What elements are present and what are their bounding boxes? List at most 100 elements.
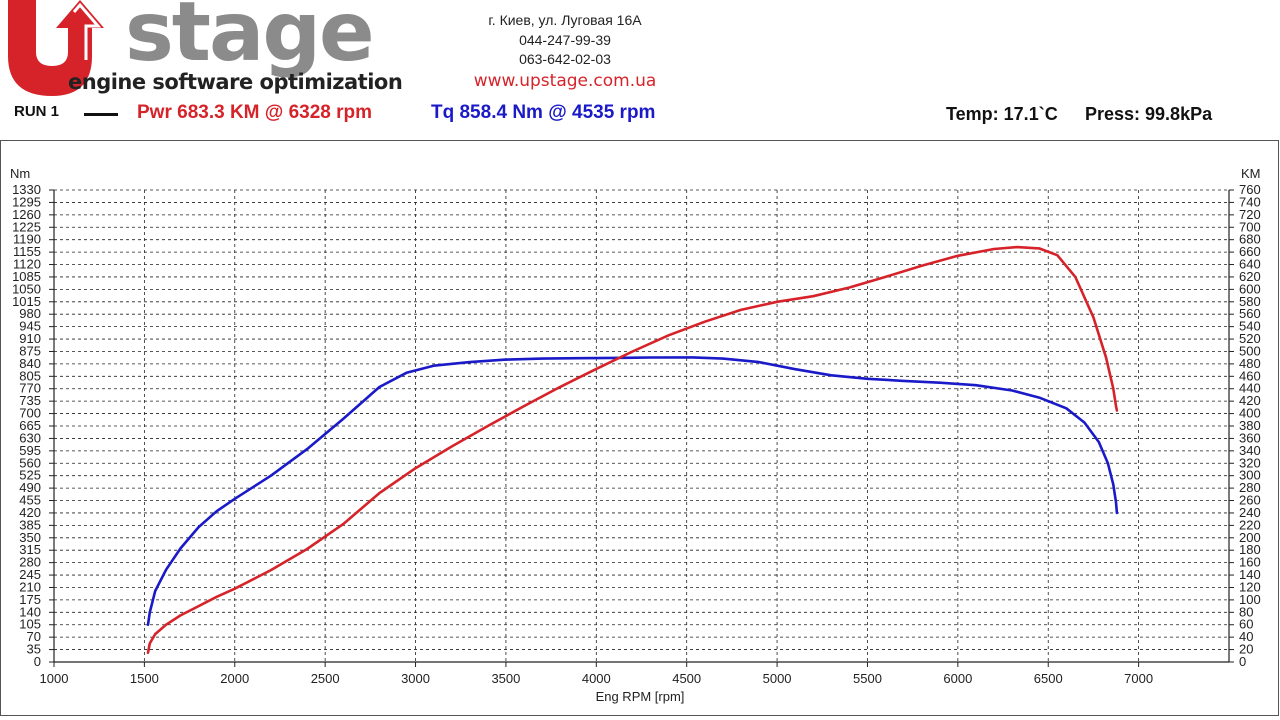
y-left-tick-label: 1050 bbox=[12, 281, 41, 296]
logo-wordmark: stage bbox=[125, 0, 375, 80]
run-label: RUN 1 bbox=[14, 103, 60, 120]
y-right-tick-label: 760 bbox=[1239, 182, 1261, 197]
x-tick-label: 1000 bbox=[40, 671, 69, 686]
y-right-tick-label: 640 bbox=[1239, 257, 1261, 272]
x-tick-label: 2500 bbox=[311, 671, 340, 686]
run-line-swatch bbox=[84, 113, 118, 116]
y-right-tick-label: 480 bbox=[1239, 356, 1261, 371]
y-left-tick-label: 595 bbox=[19, 443, 41, 458]
y-right-tick-label: 380 bbox=[1239, 418, 1261, 433]
y-left-tick-label: 455 bbox=[19, 493, 41, 508]
power-summary: Pwr 683.3 KM @ 6328 rpm bbox=[137, 102, 373, 123]
y-left-tick-label: 0 bbox=[34, 654, 41, 669]
x-tick-label: 5500 bbox=[853, 671, 882, 686]
y-left-tick-label: 385 bbox=[19, 517, 41, 532]
y-left-tick-label: 1155 bbox=[13, 244, 41, 259]
x-tick-label: 7000 bbox=[1124, 671, 1153, 686]
y-left-tick-label: 175 bbox=[19, 592, 41, 607]
y-left-tick-label: 525 bbox=[19, 468, 41, 483]
chart-frame bbox=[0, 140, 1279, 716]
torque-summary: Tq 858.4 Nm @ 4535 rpm bbox=[431, 102, 656, 123]
y-left-tick-label: 770 bbox=[19, 381, 41, 396]
y-left-tick-label: 665 bbox=[19, 418, 41, 433]
series-line-tq bbox=[146, 356, 1119, 627]
y-right-tick-label: 40 bbox=[1239, 629, 1253, 644]
y-left-tick-label: 875 bbox=[19, 343, 41, 358]
y-right-tick-label: 460 bbox=[1239, 368, 1261, 383]
y-right-tick-label: 360 bbox=[1239, 430, 1261, 445]
y-right-tick-label: 620 bbox=[1239, 269, 1261, 284]
series-line-pwr bbox=[146, 245, 1119, 655]
y-left-tick-label: 1260 bbox=[12, 207, 41, 222]
y-left-tick-label: 805 bbox=[19, 368, 41, 383]
x-tick-label: 2000 bbox=[220, 671, 249, 686]
y-left-tick-label: 980 bbox=[19, 306, 41, 321]
y-left-tick-label: 630 bbox=[19, 430, 41, 445]
y-left-tick-label: 280 bbox=[19, 555, 41, 570]
x-tick-label: 5000 bbox=[763, 671, 792, 686]
y-left-tick-label: 700 bbox=[19, 406, 41, 421]
website-link[interactable]: www.upstage.com.ua bbox=[473, 71, 657, 91]
logo-tagline: engine software optimization bbox=[68, 70, 403, 94]
y-right-tick-label: 580 bbox=[1239, 294, 1261, 309]
y-right-tick-label: 20 bbox=[1239, 642, 1253, 657]
y-right-tick-label: 320 bbox=[1239, 455, 1261, 470]
y-right-tick-label: 540 bbox=[1239, 319, 1261, 334]
y-left-tick-label: 210 bbox=[19, 579, 41, 594]
y-left-tick-label: 1015 bbox=[12, 294, 41, 309]
y-right-tick-label: 500 bbox=[1239, 343, 1261, 358]
y-right-tick-label: 740 bbox=[1239, 194, 1261, 209]
y-right-tick-label: 240 bbox=[1239, 505, 1261, 520]
temperature-readout: Temp: 17.1`C bbox=[946, 104, 1058, 124]
y-right-tick-label: 520 bbox=[1239, 331, 1261, 346]
x-tick-label: 4500 bbox=[672, 671, 701, 686]
x-axis-label: Eng RPM [rpm] bbox=[596, 689, 685, 704]
y-left-tick-label: 840 bbox=[19, 356, 41, 371]
y-left-tick-label: 1085 bbox=[12, 269, 41, 284]
y-left-tick-label: 315 bbox=[19, 542, 41, 557]
y-right-tick-label: 260 bbox=[1239, 493, 1261, 508]
y-right-tick-label: 340 bbox=[1239, 443, 1261, 458]
x-tick-label: 3500 bbox=[491, 671, 520, 686]
y-left-tick-label: 105 bbox=[19, 617, 41, 632]
y-right-tick-label: 80 bbox=[1239, 604, 1253, 619]
y-left-tick-label: 420 bbox=[19, 505, 41, 520]
pressure-readout: Press: 99.8kPa bbox=[1085, 104, 1213, 124]
upstage-logo-mark bbox=[8, 0, 104, 96]
y-left-tick-label: 1330 bbox=[12, 182, 41, 197]
y-right-tick-label: 120 bbox=[1239, 579, 1261, 594]
y-right-tick-label: 700 bbox=[1239, 219, 1261, 234]
dyno-chart: Nm KM Eng RPM [rpm] 03570105140175210245… bbox=[10, 166, 1261, 704]
y-right-tick-label: 560 bbox=[1239, 306, 1261, 321]
y-right-tick-label: 220 bbox=[1239, 517, 1261, 532]
address: г. Киев, ул. Луговая 16А bbox=[488, 12, 642, 28]
y-left-tick-label: 490 bbox=[19, 480, 41, 495]
phone-1: 044-247-99-39 bbox=[519, 32, 611, 48]
x-tick-label: 4000 bbox=[582, 671, 611, 686]
y-right-tick-label: 660 bbox=[1239, 244, 1261, 259]
y-right-tick-label: 140 bbox=[1239, 567, 1261, 582]
y-right-tick-label: 440 bbox=[1239, 381, 1261, 396]
y-left-tick-label: 140 bbox=[19, 604, 41, 619]
y-right-tick-label: 60 bbox=[1239, 617, 1253, 632]
y-left-tick-label: 910 bbox=[19, 331, 41, 346]
y-right-tick-label: 600 bbox=[1239, 281, 1261, 296]
y-left-tick-label: 35 bbox=[27, 642, 41, 657]
y-left-tick-label: 735 bbox=[19, 393, 41, 408]
y-right-tick-label: 400 bbox=[1239, 406, 1261, 421]
y-axis-left-label: Nm bbox=[10, 166, 30, 181]
x-tick-label: 6500 bbox=[1034, 671, 1063, 686]
x-tick-label: 1500 bbox=[130, 671, 159, 686]
y-left-tick-label: 350 bbox=[19, 530, 41, 545]
y-left-tick-label: 70 bbox=[27, 629, 41, 644]
y-axis-right-label: KM bbox=[1241, 166, 1261, 181]
y-left-tick-label: 1225 bbox=[12, 219, 41, 234]
y-right-tick-label: 420 bbox=[1239, 393, 1261, 408]
y-right-tick-label: 200 bbox=[1239, 530, 1261, 545]
y-left-tick-label: 1295 bbox=[12, 194, 41, 209]
phone-2: 063-642-02-03 bbox=[519, 51, 611, 67]
y-right-tick-label: 180 bbox=[1239, 542, 1261, 557]
x-tick-label: 3000 bbox=[401, 671, 430, 686]
y-right-tick-label: 100 bbox=[1239, 592, 1261, 607]
y-left-tick-label: 945 bbox=[19, 319, 41, 334]
